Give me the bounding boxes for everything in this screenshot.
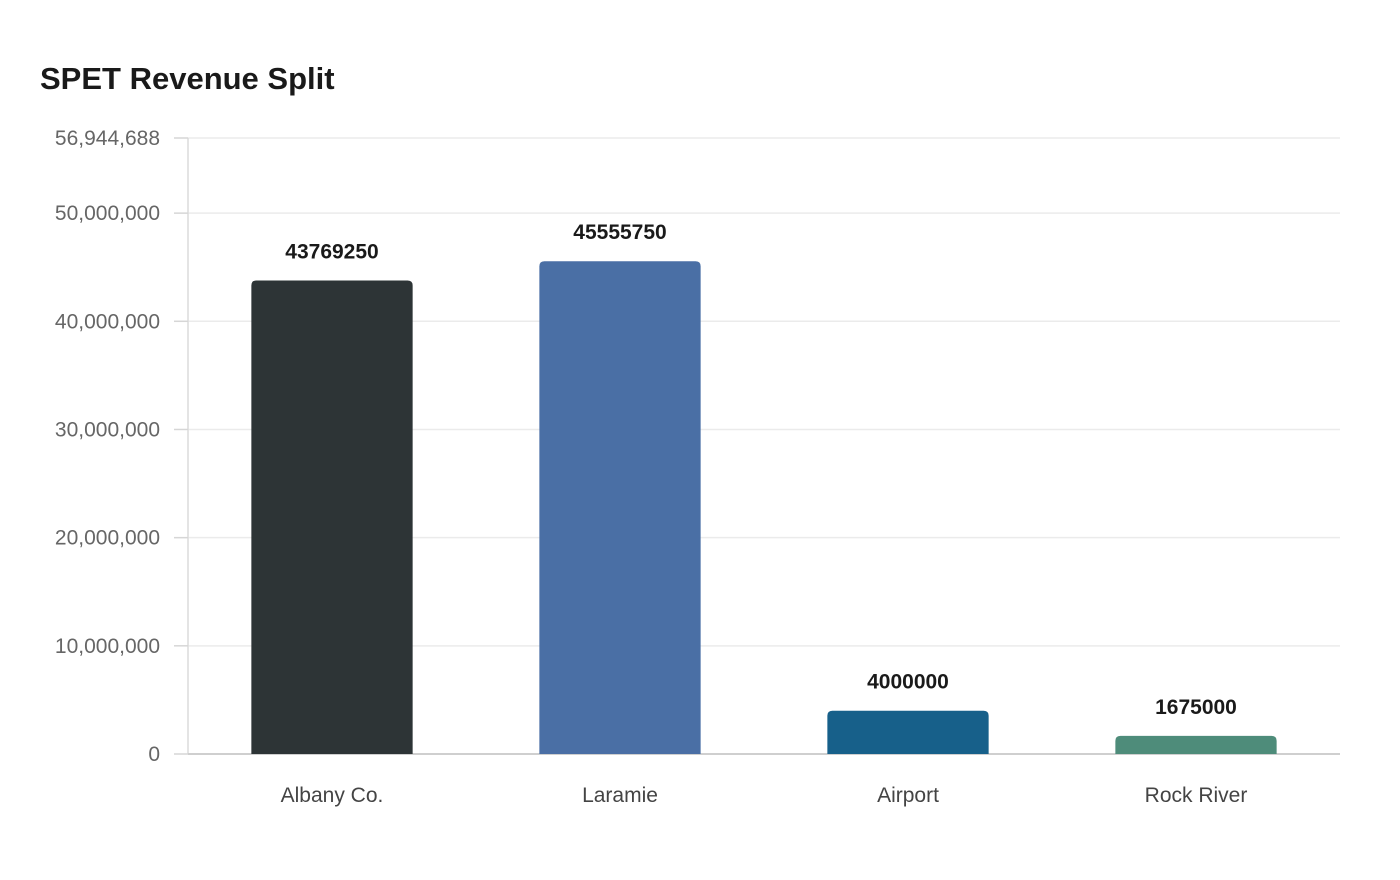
data-labels: 43769250 45555750 4000000 1675000 [285, 221, 1237, 719]
y-tick-label: 10,000,000 [55, 635, 160, 658]
data-label: 1675000 [1155, 696, 1237, 719]
y-tick-label: 30,000,000 [55, 418, 160, 441]
y-axis-ticks: 0 10,000,000 20,000,000 30,000,000 40,000,00… [55, 127, 188, 766]
bar-airport [827, 710, 989, 754]
y-tick-label: 50,000,000 [55, 202, 160, 225]
data-label: 45555750 [573, 221, 666, 244]
x-tick-label: Albany Co. [281, 784, 384, 807]
chart-title: SPET Revenue Split [40, 61, 335, 96]
bars [251, 261, 1277, 754]
x-axis-ticks: Albany Co. Laramie Airport Rock River [281, 784, 1248, 807]
y-tick-label: 40,000,000 [55, 310, 160, 333]
bar-rock-river [1115, 735, 1277, 754]
data-label: 4000000 [867, 671, 949, 694]
bar-albany-co [251, 280, 413, 754]
y-tick-label: 20,000,000 [55, 527, 160, 550]
x-tick-label: Rock River [1145, 784, 1248, 807]
y-tick-label: 56,944,688 [55, 127, 160, 150]
y-tick-label: 0 [148, 743, 160, 766]
data-label: 43769250 [285, 241, 378, 264]
bar-laramie [539, 261, 701, 754]
x-tick-label: Airport [877, 784, 939, 807]
x-tick-label: Laramie [582, 784, 658, 807]
